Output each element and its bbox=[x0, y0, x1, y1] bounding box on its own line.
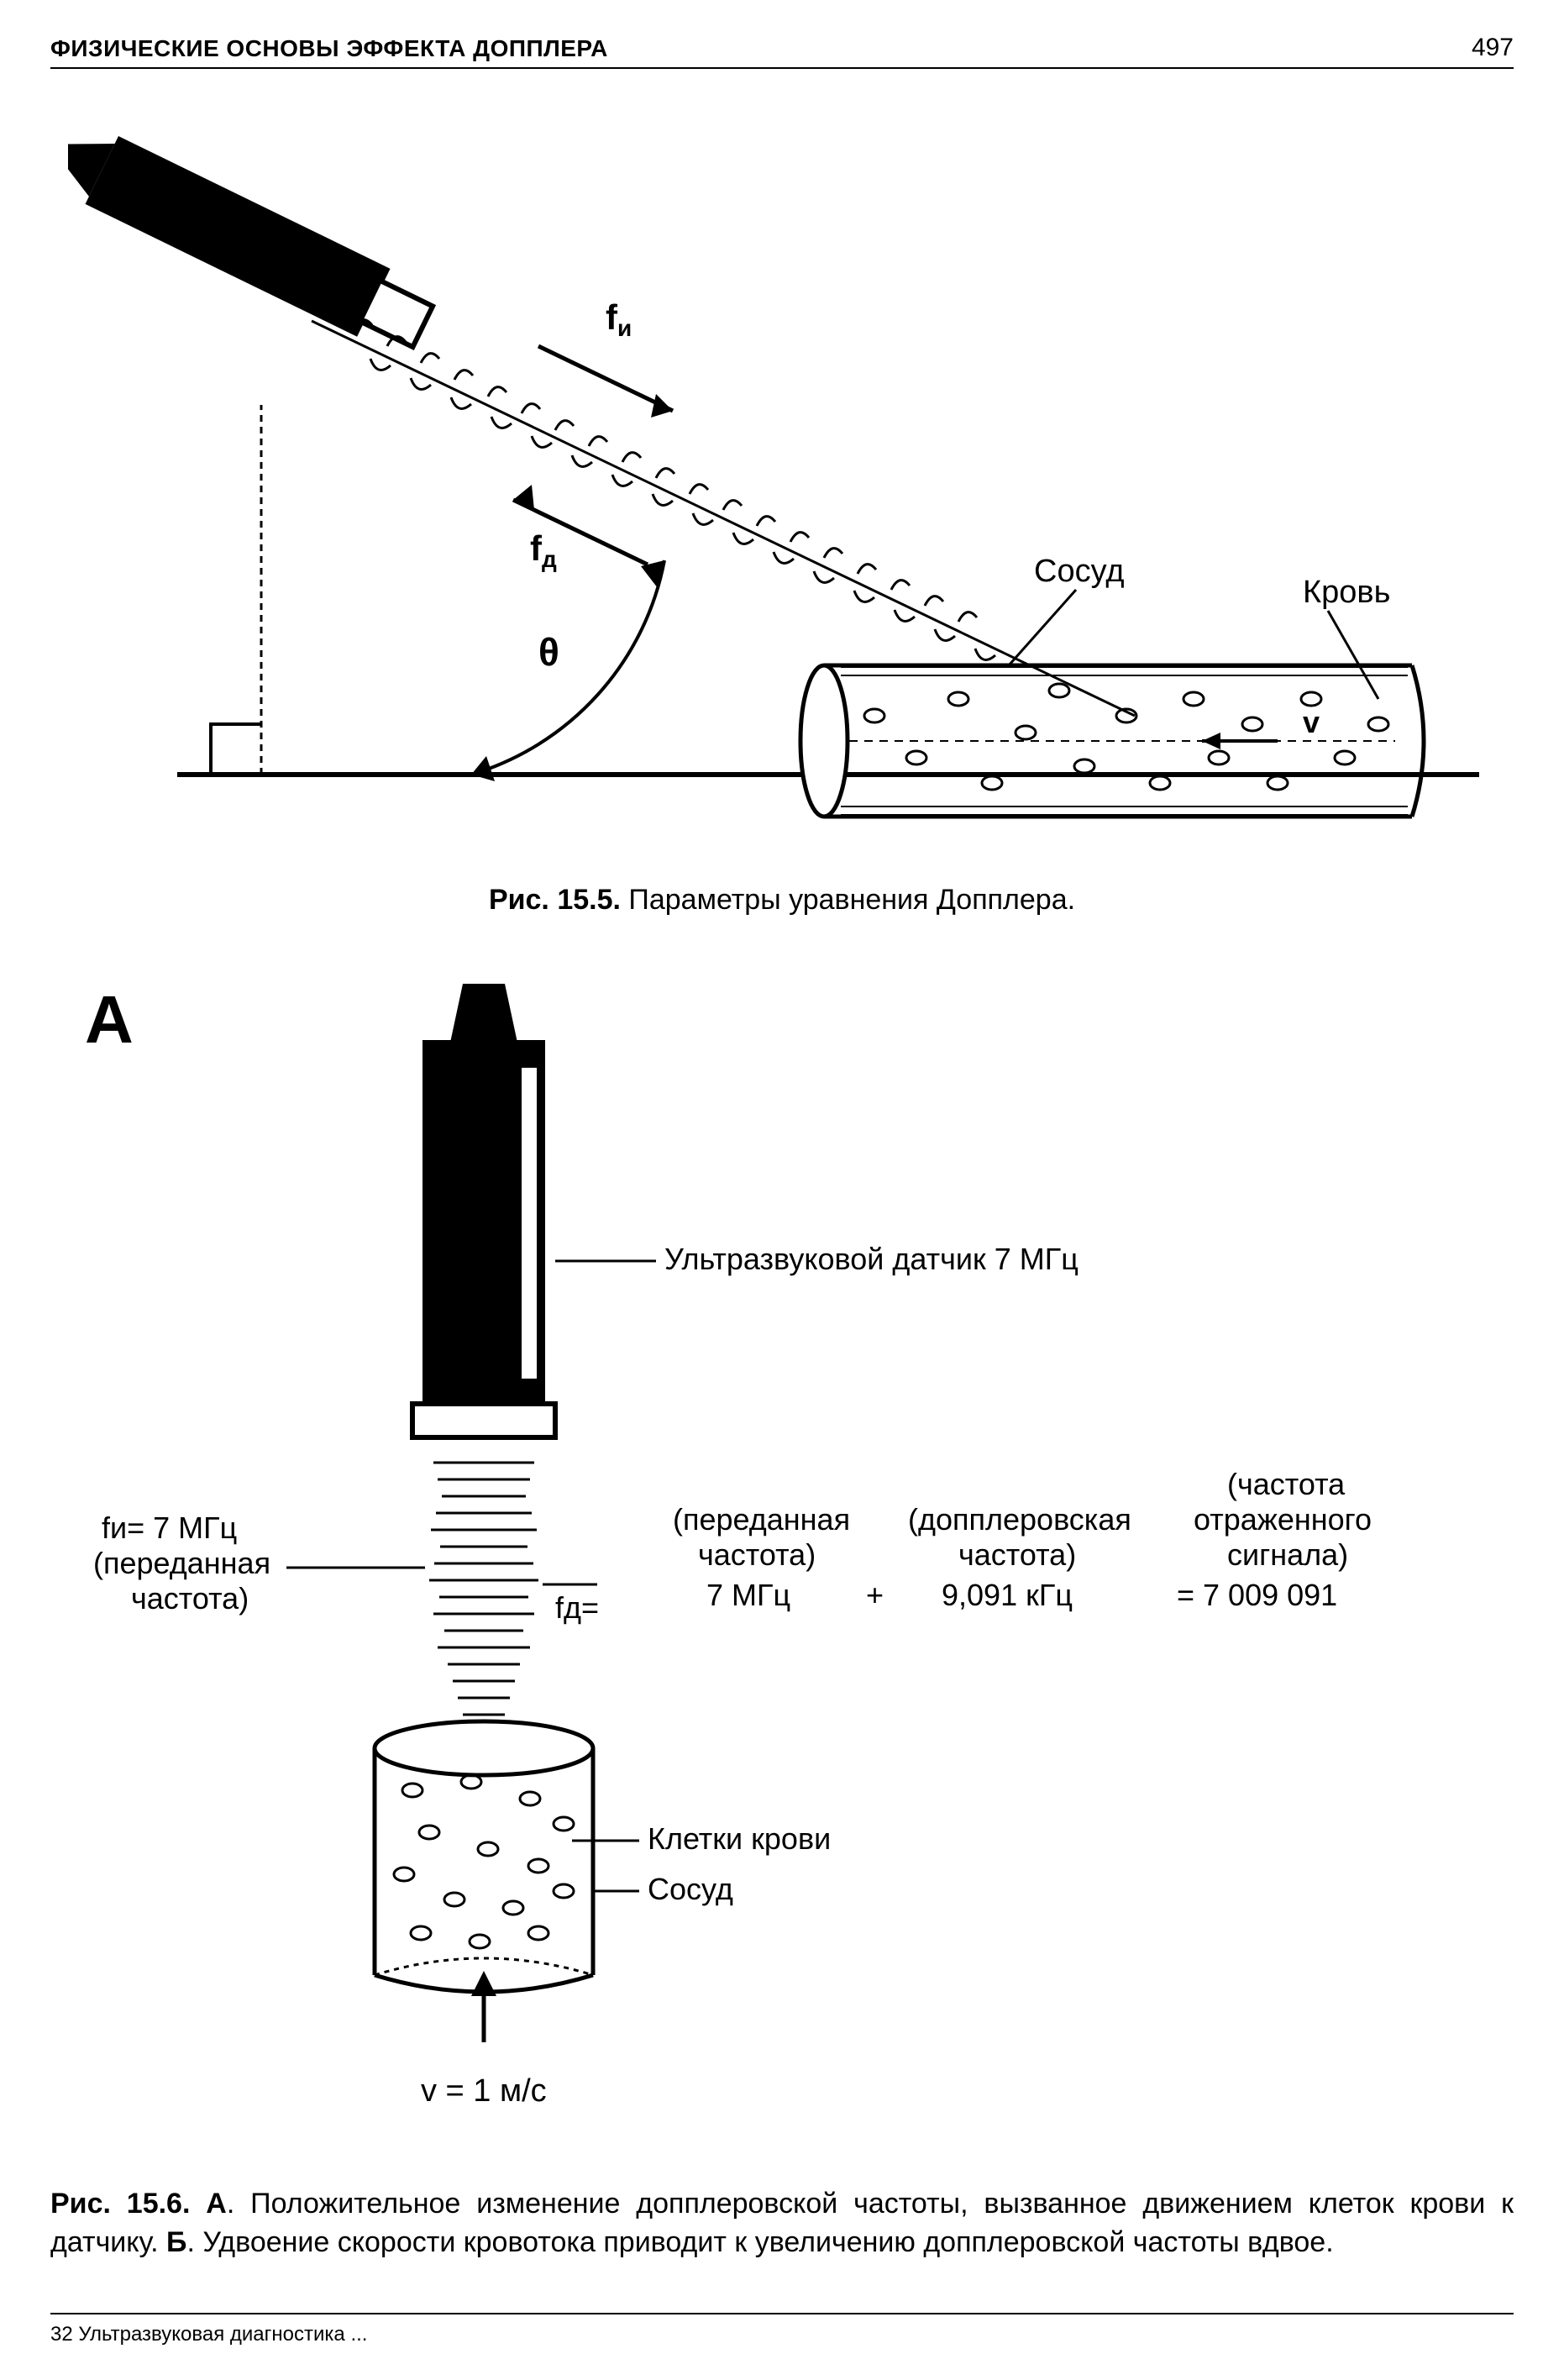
page-footer: 32 Ультразвуковая диагностика ... bbox=[50, 2313, 1514, 2346]
blood-label: Кровь bbox=[1303, 575, 1390, 610]
beam-lines-icon bbox=[429, 1463, 538, 1715]
theta-label: θ bbox=[538, 630, 559, 674]
col3-l2: отраженного bbox=[1194, 1502, 1372, 1537]
transducer-icon bbox=[412, 984, 555, 1437]
right-angle-icon bbox=[211, 724, 261, 775]
col2-l1: (допплеровская bbox=[908, 1502, 1131, 1537]
col1-l1: (переданная bbox=[673, 1502, 850, 1537]
probe-icon bbox=[68, 110, 439, 360]
vessel-label: Сосуд bbox=[1034, 554, 1125, 589]
fig1-caption-prefix: Рис. 15.5. bbox=[489, 884, 621, 916]
fig2-caption-prefix: Рис. 15.6. А bbox=[50, 2188, 227, 2220]
col1-l2: частота) bbox=[698, 1537, 816, 1572]
theta-arc bbox=[471, 560, 664, 775]
vessel2-label: Сосуд bbox=[648, 1872, 733, 1906]
fig2-caption-text-b: . Удвоение скорости кровотока приводит к… bbox=[186, 2226, 1333, 2258]
fi-arrow bbox=[538, 346, 673, 418]
header-title: ФИЗИЧЕСКИЕ ОСНОВЫ ЭФФЕКТА ДОППЛЕРА bbox=[50, 35, 608, 62]
beam-axis bbox=[312, 321, 1135, 716]
fig2-caption-b: Б bbox=[166, 2226, 186, 2258]
fig1-svg: fи fд θ bbox=[68, 94, 1496, 850]
transducer-label: Ультразвуковой датчик 7 МГц bbox=[664, 1242, 1079, 1276]
fig2-svg: А Ультразвуковой датчик 7 МГц bbox=[51, 967, 1513, 2143]
wave-ticks-lower bbox=[370, 359, 995, 659]
blood-leader bbox=[1328, 611, 1378, 699]
col3-l4: = 7 009 091 bbox=[1177, 1578, 1337, 1612]
vessel-icon: v bbox=[800, 665, 1424, 817]
fi-line1: fи= 7 МГц bbox=[102, 1510, 237, 1545]
vessel-leader bbox=[1009, 590, 1076, 665]
fig1-caption-text: Параметры уравнения Допплера. bbox=[621, 884, 1075, 916]
fig2-caption: Рис. 15.6. А. Положительное изменение до… bbox=[50, 2185, 1514, 2262]
page-header: ФИЗИЧЕСКИЕ ОСНОВЫ ЭФФЕКТА ДОППЛЕРА 497 bbox=[50, 34, 1514, 69]
col3-l3: сигнала) bbox=[1227, 1537, 1348, 1572]
vessel-vertical-icon bbox=[375, 1721, 593, 2042]
col2-l2: частота) bbox=[958, 1537, 1076, 1572]
fig1-caption: Рис. 15.5. Параметры уравнения Допплера. bbox=[50, 884, 1514, 917]
page-number: 497 bbox=[1472, 34, 1514, 62]
col2-l3: 9,091 кГц bbox=[942, 1578, 1073, 1612]
footer-text: 32 Ультразвуковая диагностика ... bbox=[50, 2323, 367, 2346]
velocity-label: v = 1 м/с bbox=[421, 2073, 547, 2109]
plus: + bbox=[866, 1578, 884, 1612]
fi-line3: частота) bbox=[131, 1581, 249, 1616]
fi-label: fи bbox=[606, 297, 632, 341]
wave-ticks-upper bbox=[354, 320, 977, 622]
fi-line2: (переданная bbox=[93, 1546, 270, 1580]
figure-15-5: fи fд θ bbox=[50, 94, 1514, 850]
panel-letter: А bbox=[85, 982, 134, 1057]
col3-l1: (частота bbox=[1227, 1467, 1346, 1501]
fd-symbol: fд= bbox=[555, 1590, 599, 1625]
equation-block: (переданная частота) 7 МГц + (допплеровс… bbox=[673, 1467, 1372, 1612]
v-label: v bbox=[1303, 705, 1320, 739]
cells-label: Клетки крови bbox=[648, 1821, 831, 1856]
col1-l3: 7 МГц bbox=[706, 1578, 790, 1612]
fd-label: fд bbox=[530, 528, 557, 572]
figure-15-6: А Ультразвуковой датчик 7 МГц bbox=[50, 967, 1514, 2143]
